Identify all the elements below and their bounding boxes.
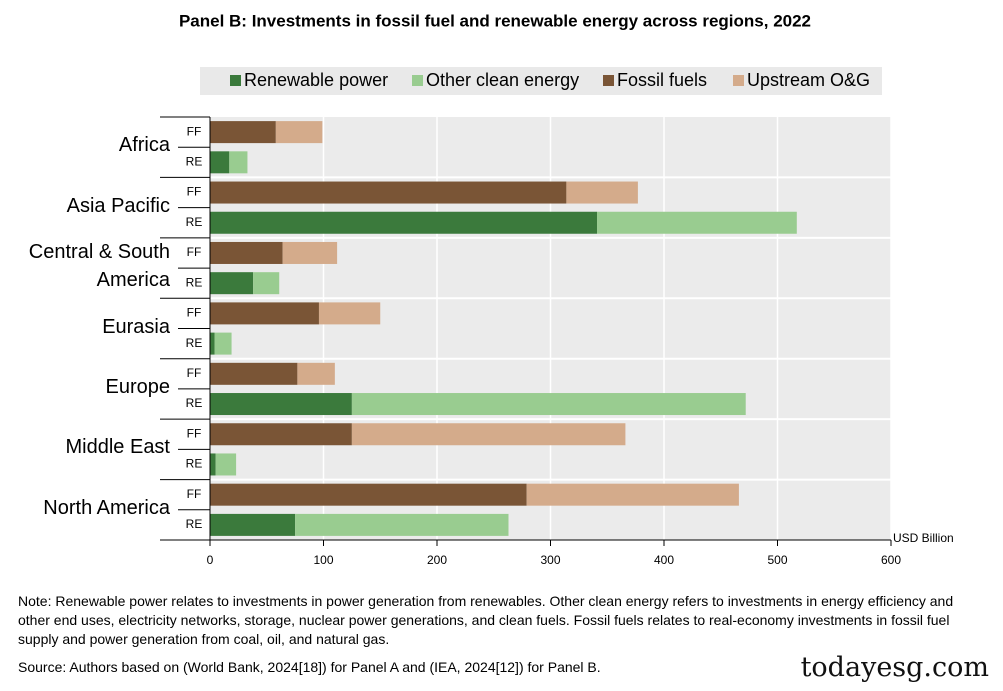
bar	[210, 302, 319, 325]
note: Note: Renewable power relates to investm…	[18, 593, 954, 647]
row-label: RE	[186, 396, 203, 410]
x-axis-label: USD Billion	[893, 531, 954, 545]
bar	[526, 483, 739, 506]
bar	[282, 241, 338, 264]
bar	[229, 151, 248, 174]
row-label: FF	[187, 487, 202, 501]
chart-title: Panel B: Investments in fossil fuel and …	[179, 11, 811, 30]
row-label: RE	[186, 457, 203, 471]
region-label: Eurasia	[102, 315, 170, 338]
bar	[210, 241, 283, 264]
legend-swatch	[412, 75, 423, 86]
bar	[275, 121, 323, 144]
bar	[210, 393, 352, 416]
row-label: FF	[187, 366, 202, 380]
watermark: todayesg.com	[800, 652, 989, 683]
bar	[351, 393, 746, 416]
region-label: Europe	[105, 375, 171, 398]
bar	[210, 151, 230, 174]
x-tick-label: 600	[881, 553, 901, 567]
bar	[210, 211, 598, 234]
bar	[351, 423, 626, 446]
legend-label: Fossil fuels	[617, 70, 707, 90]
row-label: RE	[186, 154, 203, 168]
bar	[210, 453, 216, 476]
bar	[210, 362, 298, 385]
bar	[318, 302, 381, 325]
row-label: FF	[187, 245, 202, 259]
legend-label: Renewable power	[244, 70, 388, 90]
row-label: FF	[187, 306, 202, 320]
row-label: RE	[186, 517, 203, 531]
row-label: FF	[187, 426, 202, 440]
bar	[210, 181, 567, 204]
bar	[210, 423, 352, 446]
x-tick-label: 100	[313, 553, 333, 567]
bar	[566, 181, 638, 204]
legend-swatch	[230, 75, 241, 86]
row-label: RE	[186, 336, 203, 350]
row-label: RE	[186, 275, 203, 289]
legend-swatch	[603, 75, 614, 86]
region-label: Central & South America	[28, 241, 170, 292]
bar	[215, 453, 237, 476]
bar	[253, 272, 280, 295]
bar	[597, 211, 797, 234]
bar	[295, 513, 509, 536]
x-tick-label: 300	[540, 553, 560, 567]
x-tick-label: 500	[767, 553, 787, 567]
legend-label: Upstream O&G	[747, 70, 870, 90]
row-label: FF	[187, 185, 202, 199]
region-label: Middle East	[65, 436, 171, 459]
bar	[210, 121, 276, 144]
bar	[214, 332, 232, 355]
bar	[210, 272, 254, 295]
bar	[210, 513, 296, 536]
legend-swatch	[733, 75, 744, 86]
region-label: North America	[43, 496, 170, 519]
row-label: RE	[186, 215, 203, 229]
row-label: FF	[187, 124, 202, 138]
bar	[210, 332, 215, 355]
bar	[210, 483, 527, 506]
x-tick-label: 0	[207, 553, 214, 567]
x-tick-label: 400	[654, 553, 674, 567]
region-label: Africa	[118, 134, 170, 157]
source: Source: Authors based on (World Bank, 20…	[18, 659, 601, 675]
region-label: Asia Pacific	[66, 194, 170, 217]
bar	[297, 362, 335, 385]
legend-label: Other clean energy	[426, 70, 579, 90]
legend-box	[200, 67, 882, 95]
x-tick-label: 200	[427, 553, 447, 567]
